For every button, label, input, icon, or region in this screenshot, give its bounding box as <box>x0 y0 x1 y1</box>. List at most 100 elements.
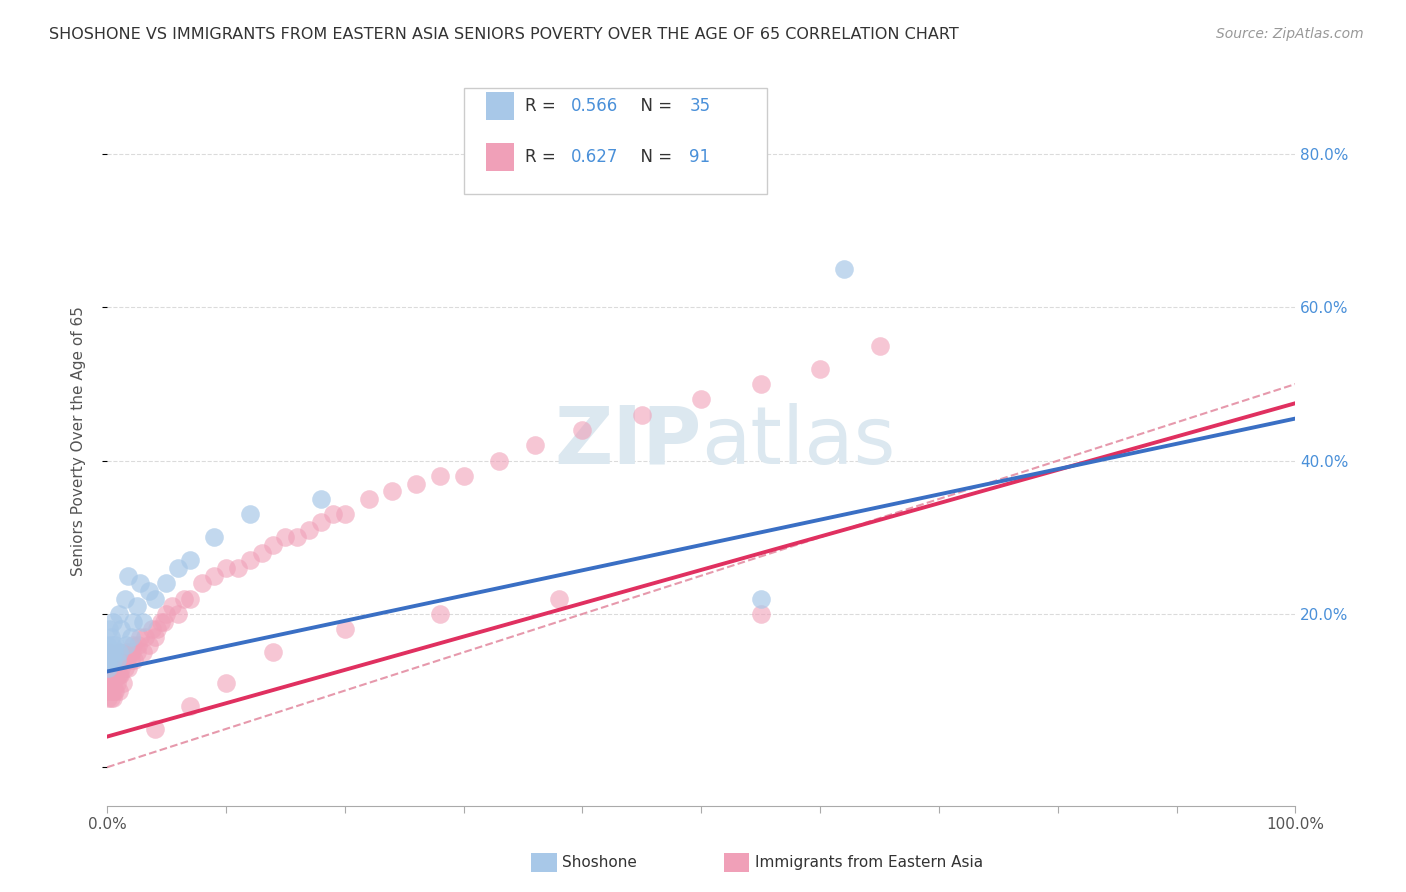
Point <box>117 660 139 674</box>
Point <box>274 530 297 544</box>
Point <box>101 683 124 698</box>
Point <box>117 568 139 582</box>
Text: N =: N = <box>630 97 678 115</box>
Point <box>571 423 593 437</box>
Point <box>96 645 118 659</box>
FancyBboxPatch shape <box>486 143 513 170</box>
Text: R =: R = <box>526 97 561 115</box>
Point <box>215 676 238 690</box>
Y-axis label: Seniors Poverty Over the Age of 65: Seniors Poverty Over the Age of 65 <box>72 307 86 576</box>
Text: N =: N = <box>630 148 678 166</box>
Text: Source: ZipAtlas.com: Source: ZipAtlas.com <box>1216 27 1364 41</box>
Point <box>153 615 176 629</box>
Point <box>100 645 122 659</box>
Point <box>96 653 118 667</box>
Point <box>103 683 125 698</box>
Point <box>122 615 145 629</box>
Point <box>108 645 131 659</box>
Point <box>405 476 427 491</box>
FancyBboxPatch shape <box>486 92 513 120</box>
Point <box>155 607 177 621</box>
Point <box>108 668 131 682</box>
Point <box>120 653 142 667</box>
Point <box>104 683 127 698</box>
Point <box>453 469 475 483</box>
Point <box>98 683 121 698</box>
Point <box>132 645 155 659</box>
Point <box>108 645 131 659</box>
Point <box>98 660 121 674</box>
Point <box>488 453 510 467</box>
Point <box>104 638 127 652</box>
Point <box>98 622 121 636</box>
Point <box>191 576 214 591</box>
Point <box>118 645 141 659</box>
Point <box>105 676 128 690</box>
Point <box>333 508 356 522</box>
Point <box>749 591 772 606</box>
Point <box>101 638 124 652</box>
Point <box>167 607 190 621</box>
Point <box>129 576 152 591</box>
Point <box>125 645 148 659</box>
Point <box>100 630 122 644</box>
Point <box>202 530 225 544</box>
Point <box>333 622 356 636</box>
Point <box>239 553 262 567</box>
Point <box>134 630 156 644</box>
Point <box>103 660 125 674</box>
Point <box>96 683 118 698</box>
Point <box>547 591 569 606</box>
Point <box>100 676 122 690</box>
Point <box>226 561 249 575</box>
Point <box>108 668 131 682</box>
Point <box>690 392 713 407</box>
Point <box>749 377 772 392</box>
Point <box>167 561 190 575</box>
Point <box>120 630 142 644</box>
Text: SHOSHONE VS IMMIGRANTS FROM EASTERN ASIA SENIORS POVERTY OVER THE AGE OF 65 CORR: SHOSHONE VS IMMIGRANTS FROM EASTERN ASIA… <box>49 27 959 42</box>
FancyBboxPatch shape <box>464 88 766 194</box>
Point <box>115 638 138 652</box>
Point <box>125 599 148 614</box>
Point <box>138 638 160 652</box>
Point <box>101 653 124 667</box>
Point <box>114 591 136 606</box>
Point <box>309 515 332 529</box>
Point <box>96 638 118 652</box>
Point <box>117 653 139 667</box>
Point <box>110 622 132 636</box>
Point <box>202 568 225 582</box>
Point <box>239 508 262 522</box>
Point <box>429 469 451 483</box>
Point <box>869 339 891 353</box>
Point <box>141 622 163 636</box>
Point <box>429 607 451 621</box>
Point <box>143 722 166 736</box>
Point <box>132 615 155 629</box>
Text: Shoshone: Shoshone <box>562 855 637 870</box>
Point <box>285 530 308 544</box>
Point <box>110 660 132 674</box>
Point <box>179 591 201 606</box>
Point <box>143 630 166 644</box>
Text: atlas: atlas <box>702 402 896 481</box>
Point <box>143 591 166 606</box>
Point <box>96 653 118 667</box>
Text: ZIP: ZIP <box>554 402 702 481</box>
Text: 0.566: 0.566 <box>571 97 617 115</box>
Text: 35: 35 <box>689 97 710 115</box>
Point <box>832 262 855 277</box>
Point <box>96 660 118 674</box>
Point <box>122 638 145 652</box>
Point <box>155 576 177 591</box>
Point <box>262 538 284 552</box>
Point <box>749 607 772 621</box>
Point <box>149 615 172 629</box>
Point <box>114 660 136 674</box>
Point <box>129 630 152 644</box>
Point <box>103 645 125 659</box>
Text: 0.627: 0.627 <box>571 148 617 166</box>
Point <box>124 653 146 667</box>
Text: R =: R = <box>526 148 561 166</box>
